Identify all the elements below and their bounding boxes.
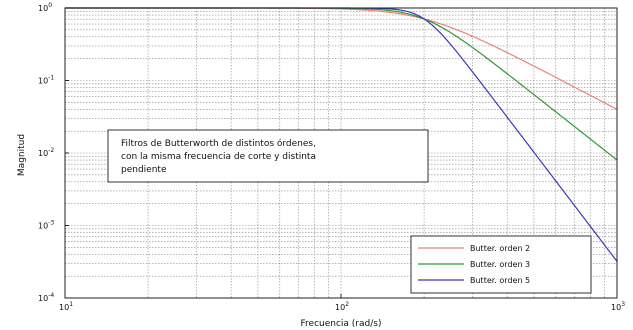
x-tick-label-1: 102: [335, 301, 349, 312]
y-tick-label-1: 10-1: [38, 75, 54, 86]
y-tick-label-0: 100: [38, 2, 52, 13]
legend-label-orden-5: Butter. orden 5: [470, 276, 530, 285]
x-tick-label-2: 103: [611, 301, 625, 312]
x-axis-label: Frecuencia (rad/s): [301, 319, 382, 329]
legend-label-orden-2: Butter. orden 2: [470, 244, 530, 253]
annotation-line-2: con la misma frecuencia de corte y disti…: [121, 152, 316, 162]
legend: Butter. orden 2 Butter. orden 3 Butter. …: [410, 235, 592, 294]
annotation-box: Filtros de Butterworth de distintos órde…: [107, 129, 429, 183]
y-tick-label-3: 10-3: [38, 220, 54, 231]
x-tick-label-0: 101: [59, 301, 73, 312]
tick-labels: 101 102 103 100 10-1 10-2 10-3 10-4: [38, 2, 625, 312]
annotation-line-3: pendiente: [121, 165, 167, 175]
y-tick-label-4: 10-4: [38, 292, 54, 303]
y-axis-label: Magnitud: [17, 134, 27, 176]
legend-label-orden-3: Butter. orden 3: [470, 260, 530, 269]
y-tick-label-2: 10-2: [38, 147, 54, 158]
annotation-line-1: Filtros de Butterworth de distintos órde…: [121, 138, 316, 149]
